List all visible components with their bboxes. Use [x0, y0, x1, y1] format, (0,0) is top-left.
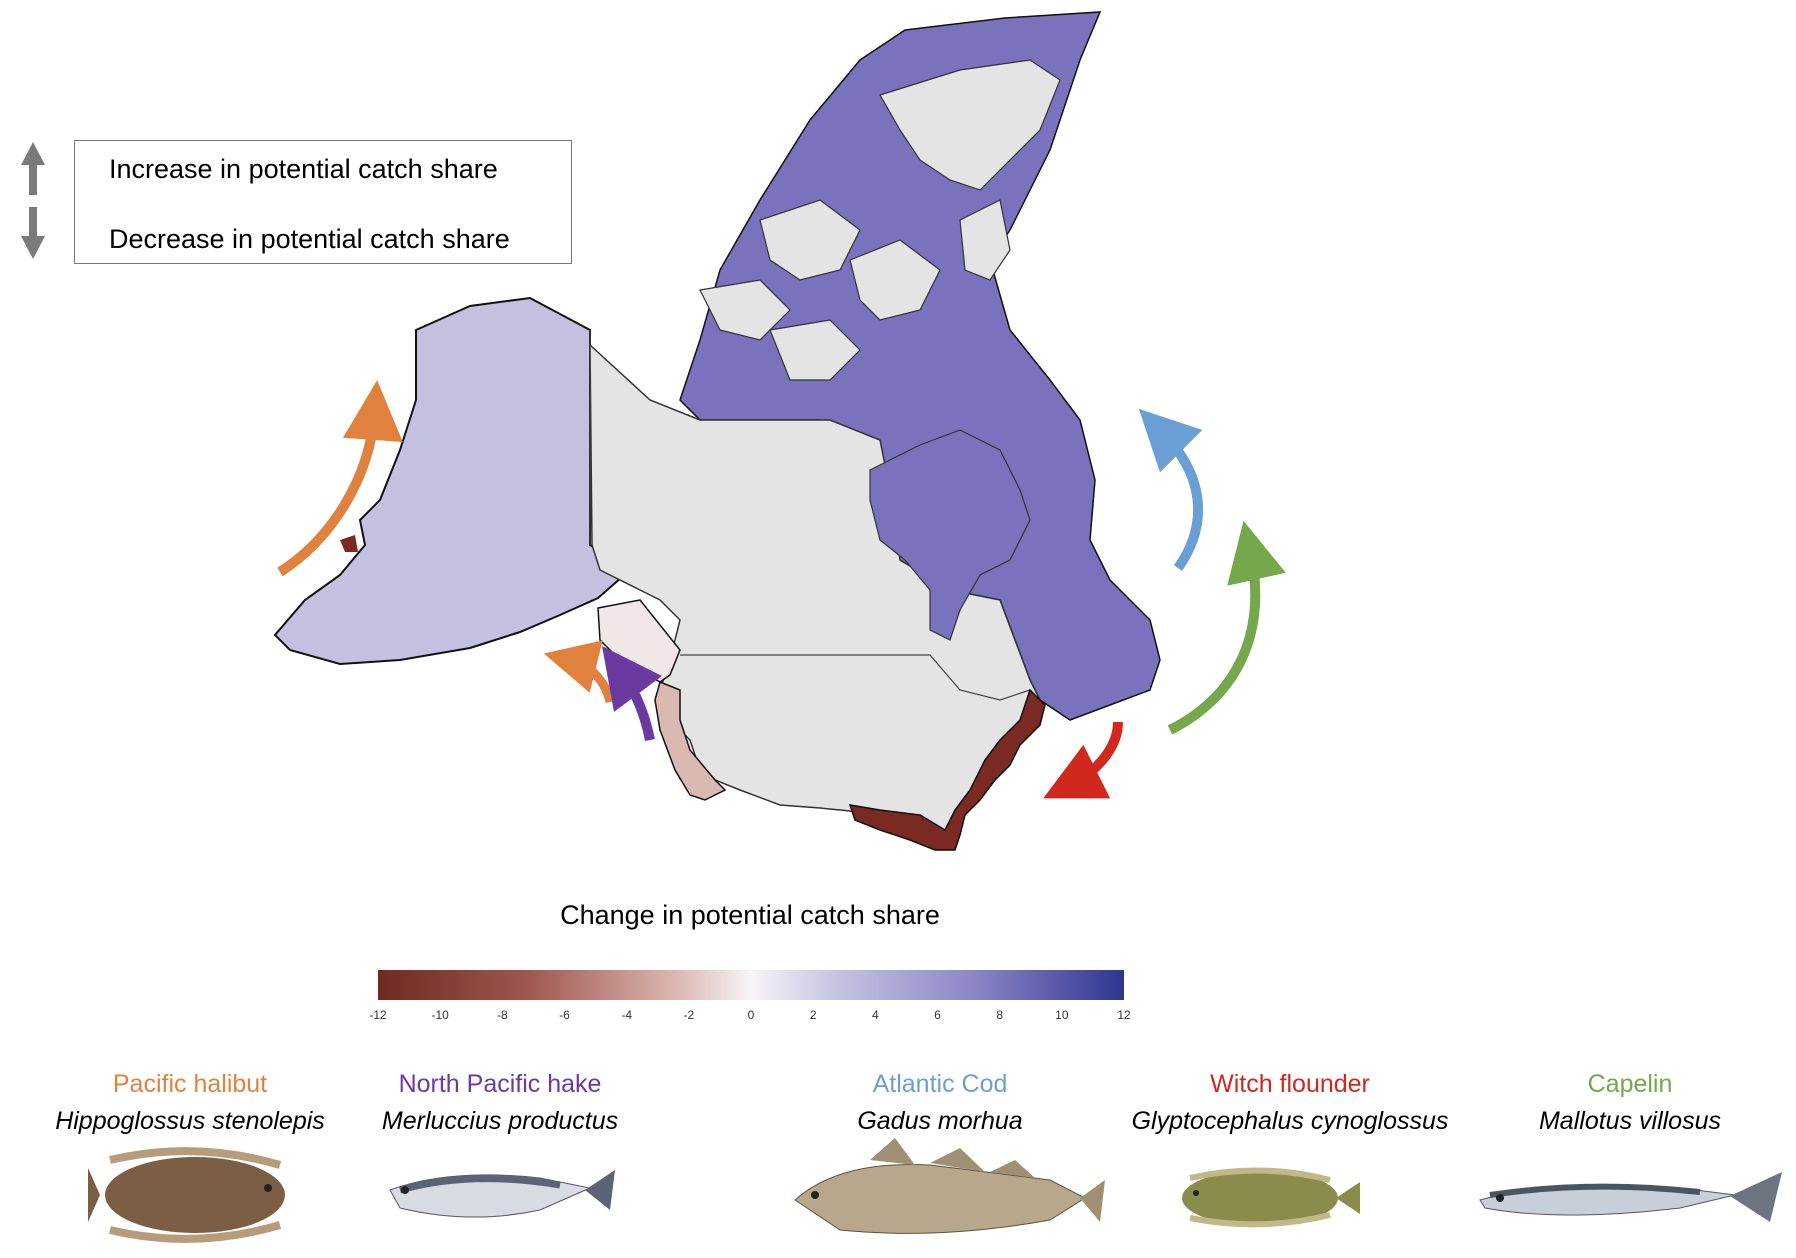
capelin-arrow	[1167, 520, 1286, 735]
colorbar-tick-label: 8	[996, 1008, 1003, 1022]
bc-coast-region	[597, 599, 681, 683]
species-common-name: Witch flounder	[1210, 1070, 1370, 1098]
flounder-icon	[1182, 1167, 1360, 1228]
halibut-icon	[88, 1147, 285, 1243]
colorbar-bar	[378, 970, 1124, 1000]
colorbar-tick-label: -12	[369, 1008, 387, 1022]
witch-flounder-arrow	[1043, 721, 1123, 799]
species-common-name: Capelin	[1587, 1070, 1673, 1098]
colorbar-tick-label: -10	[431, 1008, 449, 1022]
legend-increase-label: Increase in potential catch share	[109, 154, 498, 184]
species-common-name: North Pacific hake	[398, 1070, 602, 1098]
capelin-icon	[1479, 1172, 1782, 1222]
legend-decrease-label: Decrease in potential catch share	[109, 224, 510, 254]
us-canada-border	[680, 654, 1031, 701]
colorbar-tick-label: -4	[621, 1008, 632, 1022]
arctic-islands	[699, 59, 1061, 381]
alaska-red-spot	[340, 535, 358, 552]
cod-icon	[794, 1138, 1105, 1234]
decrease-arrow-icon	[21, 207, 45, 259]
colorbar-tick-label: 4	[871, 1008, 879, 1022]
pacific-halibut-arrow-bc	[543, 640, 615, 704]
species-latin-name: Gadus morhua	[857, 1107, 1023, 1135]
increase-arrow-icon	[21, 142, 45, 195]
species-witch-flounder: Witch flounder Glyptocephalus cynoglossu…	[1110, 1070, 1470, 1136]
hake-arrow	[602, 645, 662, 742]
colorbar-title: Change in potential catch share	[560, 900, 940, 930]
species-capelin: Capelin Mallotus villosus	[1480, 1070, 1780, 1136]
species-latin-name: Merluccius productus	[381, 1107, 619, 1135]
species-common-name: Atlantic Cod	[872, 1070, 1008, 1098]
pacific-halibut-arrow-alaska	[277, 380, 403, 577]
colorbar-tick-label: 2	[809, 1008, 817, 1022]
species-latin-name: Mallotus villosus	[1538, 1107, 1721, 1135]
species-pacific-halibut: Pacific halibut Hippoglossus stenolepis	[40, 1070, 340, 1136]
us-atlantic-gulf-region	[848, 688, 1046, 851]
colorbar-tick-label: 6	[934, 1008, 941, 1022]
species-atlantic-cod: Atlantic Cod Gadus morhua	[790, 1070, 1090, 1136]
species-latin-name: Hippoglossus stenolepis	[55, 1107, 325, 1135]
hake-icon	[389, 1170, 615, 1218]
species-north-pacific-hake: North Pacific hake Merluccius productus	[350, 1070, 650, 1136]
colorbar-tick-label: -6	[559, 1008, 570, 1022]
colorbar-tick-label: -2	[683, 1008, 695, 1022]
legend-box: Increase in potential catch share Decrea…	[74, 140, 572, 264]
atlantic-cod-arrow	[1138, 408, 1204, 571]
colorbar-tick-label: -8	[496, 1008, 508, 1022]
colorbar-tick-label: 0	[747, 1008, 755, 1022]
hudson-bay	[869, 429, 1031, 641]
colorbar-tick-label: 12	[1117, 1008, 1131, 1022]
colorbar-tick-label: 10	[1055, 1008, 1069, 1022]
species-latin-name: Glyptocephalus cynoglossus	[1131, 1107, 1449, 1135]
species-common-name: Pacific halibut	[112, 1070, 268, 1098]
us-pacific-region	[654, 680, 727, 801]
alaska-eez-region	[273, 296, 632, 666]
